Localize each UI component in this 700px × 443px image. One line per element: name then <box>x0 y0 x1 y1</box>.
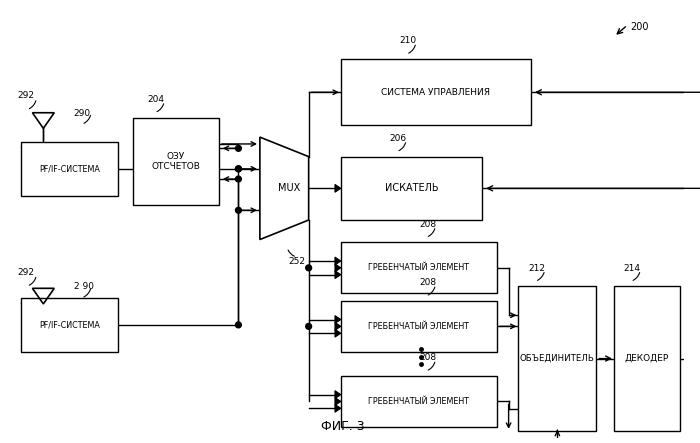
Text: 214: 214 <box>624 264 641 273</box>
Text: ИСКАТЕЛЬ: ИСКАТЕЛЬ <box>385 183 438 193</box>
Polygon shape <box>335 323 341 330</box>
Text: 204: 204 <box>148 95 164 104</box>
Text: ДЕКОДЕР: ДЕКОДЕР <box>625 354 669 363</box>
Text: MUX: MUX <box>278 183 300 193</box>
Circle shape <box>235 176 241 182</box>
Circle shape <box>235 207 241 213</box>
Text: ГРЕБЕНЧАТЫЙ ЭЛЕМЕНТ: ГРЕБЕНЧАТЫЙ ЭЛЕМЕНТ <box>368 397 470 406</box>
Text: СИСТЕМА УПРАВЛЕНИЯ: СИСТЕМА УПРАВЛЕНИЯ <box>382 88 491 97</box>
Text: ГРЕБЕНЧАТЫЙ ЭЛЕМЕНТ: ГРЕБЕНЧАТЫЙ ЭЛЕМЕНТ <box>368 322 470 331</box>
Text: 208: 208 <box>419 278 436 288</box>
Polygon shape <box>335 329 341 337</box>
Polygon shape <box>335 184 341 192</box>
Bar <box>614 286 680 431</box>
Text: 208: 208 <box>419 354 436 362</box>
Bar <box>133 118 219 206</box>
Polygon shape <box>335 397 341 405</box>
Bar <box>341 157 482 220</box>
Circle shape <box>306 265 312 271</box>
Text: ФИГ. 3: ФИГ. 3 <box>321 420 365 433</box>
Bar <box>21 142 118 196</box>
Text: 292: 292 <box>17 268 34 276</box>
Text: 2 90: 2 90 <box>74 282 94 291</box>
Text: 208: 208 <box>419 220 436 229</box>
Polygon shape <box>335 391 341 399</box>
Polygon shape <box>335 404 341 412</box>
Polygon shape <box>335 257 341 265</box>
Text: ОЗУ
ОТСЧЕТОВ: ОЗУ ОТСЧЕТОВ <box>152 152 200 171</box>
Text: 292: 292 <box>17 91 34 100</box>
Polygon shape <box>260 137 309 240</box>
Circle shape <box>235 145 241 151</box>
Bar <box>519 286 596 431</box>
Bar <box>341 376 497 427</box>
Text: 212: 212 <box>528 264 545 273</box>
Bar <box>341 301 497 352</box>
Text: 252: 252 <box>288 257 305 266</box>
Bar <box>21 298 118 352</box>
Text: РF/IF-СИСТЕМА: РF/IF-СИСТЕМА <box>39 164 100 173</box>
Circle shape <box>235 166 241 172</box>
Bar <box>341 242 497 293</box>
Polygon shape <box>335 315 341 323</box>
Text: 206: 206 <box>390 134 407 143</box>
Polygon shape <box>335 264 341 272</box>
Circle shape <box>306 323 312 329</box>
Text: 200: 200 <box>631 22 649 32</box>
Circle shape <box>235 322 241 328</box>
Circle shape <box>235 166 241 172</box>
Text: 210: 210 <box>400 36 416 46</box>
Polygon shape <box>335 271 341 279</box>
Text: ГРЕБЕНЧАТЫЙ ЭЛЕМЕНТ: ГРЕБЕНЧАТЫЙ ЭЛЕМЕНТ <box>368 263 470 272</box>
Bar <box>341 59 531 125</box>
Text: 290: 290 <box>74 109 91 118</box>
Text: ОБЪЕДИНИТЕЛЬ: ОБЪЕДИНИТЕЛЬ <box>520 354 595 363</box>
Text: РF/IF-СИСТЕМА: РF/IF-СИСТЕМА <box>39 320 100 330</box>
